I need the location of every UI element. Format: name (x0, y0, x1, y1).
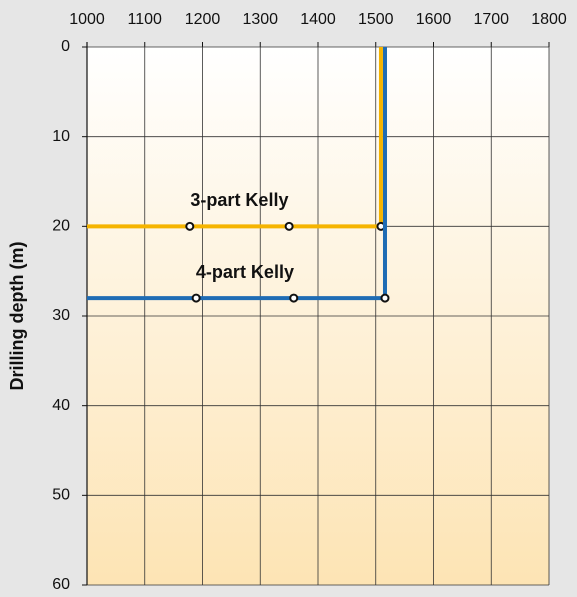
x-tick-label: 1100 (128, 11, 163, 28)
x-tick-label: 1000 (69, 11, 105, 28)
x-tick-label: 1800 (531, 11, 567, 28)
point-marker (284, 221, 294, 231)
point-marker (185, 221, 195, 231)
series-label: 4-part Kelly (196, 262, 294, 282)
y-tick-label: 0 (61, 38, 70, 55)
y-tick-label: 60 (52, 576, 70, 593)
y-tick-label: 50 (52, 487, 70, 504)
x-tick-label: 1200 (185, 11, 221, 28)
x-tick-label: 1500 (358, 11, 394, 28)
y-tick-label: 20 (52, 218, 70, 235)
y-tick-label: 10 (52, 128, 70, 145)
point-marker (289, 293, 299, 303)
x-tick-label: 1300 (242, 11, 278, 28)
x-tick-label: 1700 (473, 11, 509, 28)
y-axis-label: Drilling depth (m) (7, 242, 27, 391)
y-tick-label: 40 (52, 397, 70, 414)
y-tick-label: 30 (52, 307, 70, 324)
x-tick-label: 1600 (416, 11, 452, 28)
point-marker (191, 293, 201, 303)
x-tick-label: 1400 (300, 11, 336, 28)
series-label: 3-part Kelly (190, 190, 288, 210)
point-marker (380, 293, 390, 303)
